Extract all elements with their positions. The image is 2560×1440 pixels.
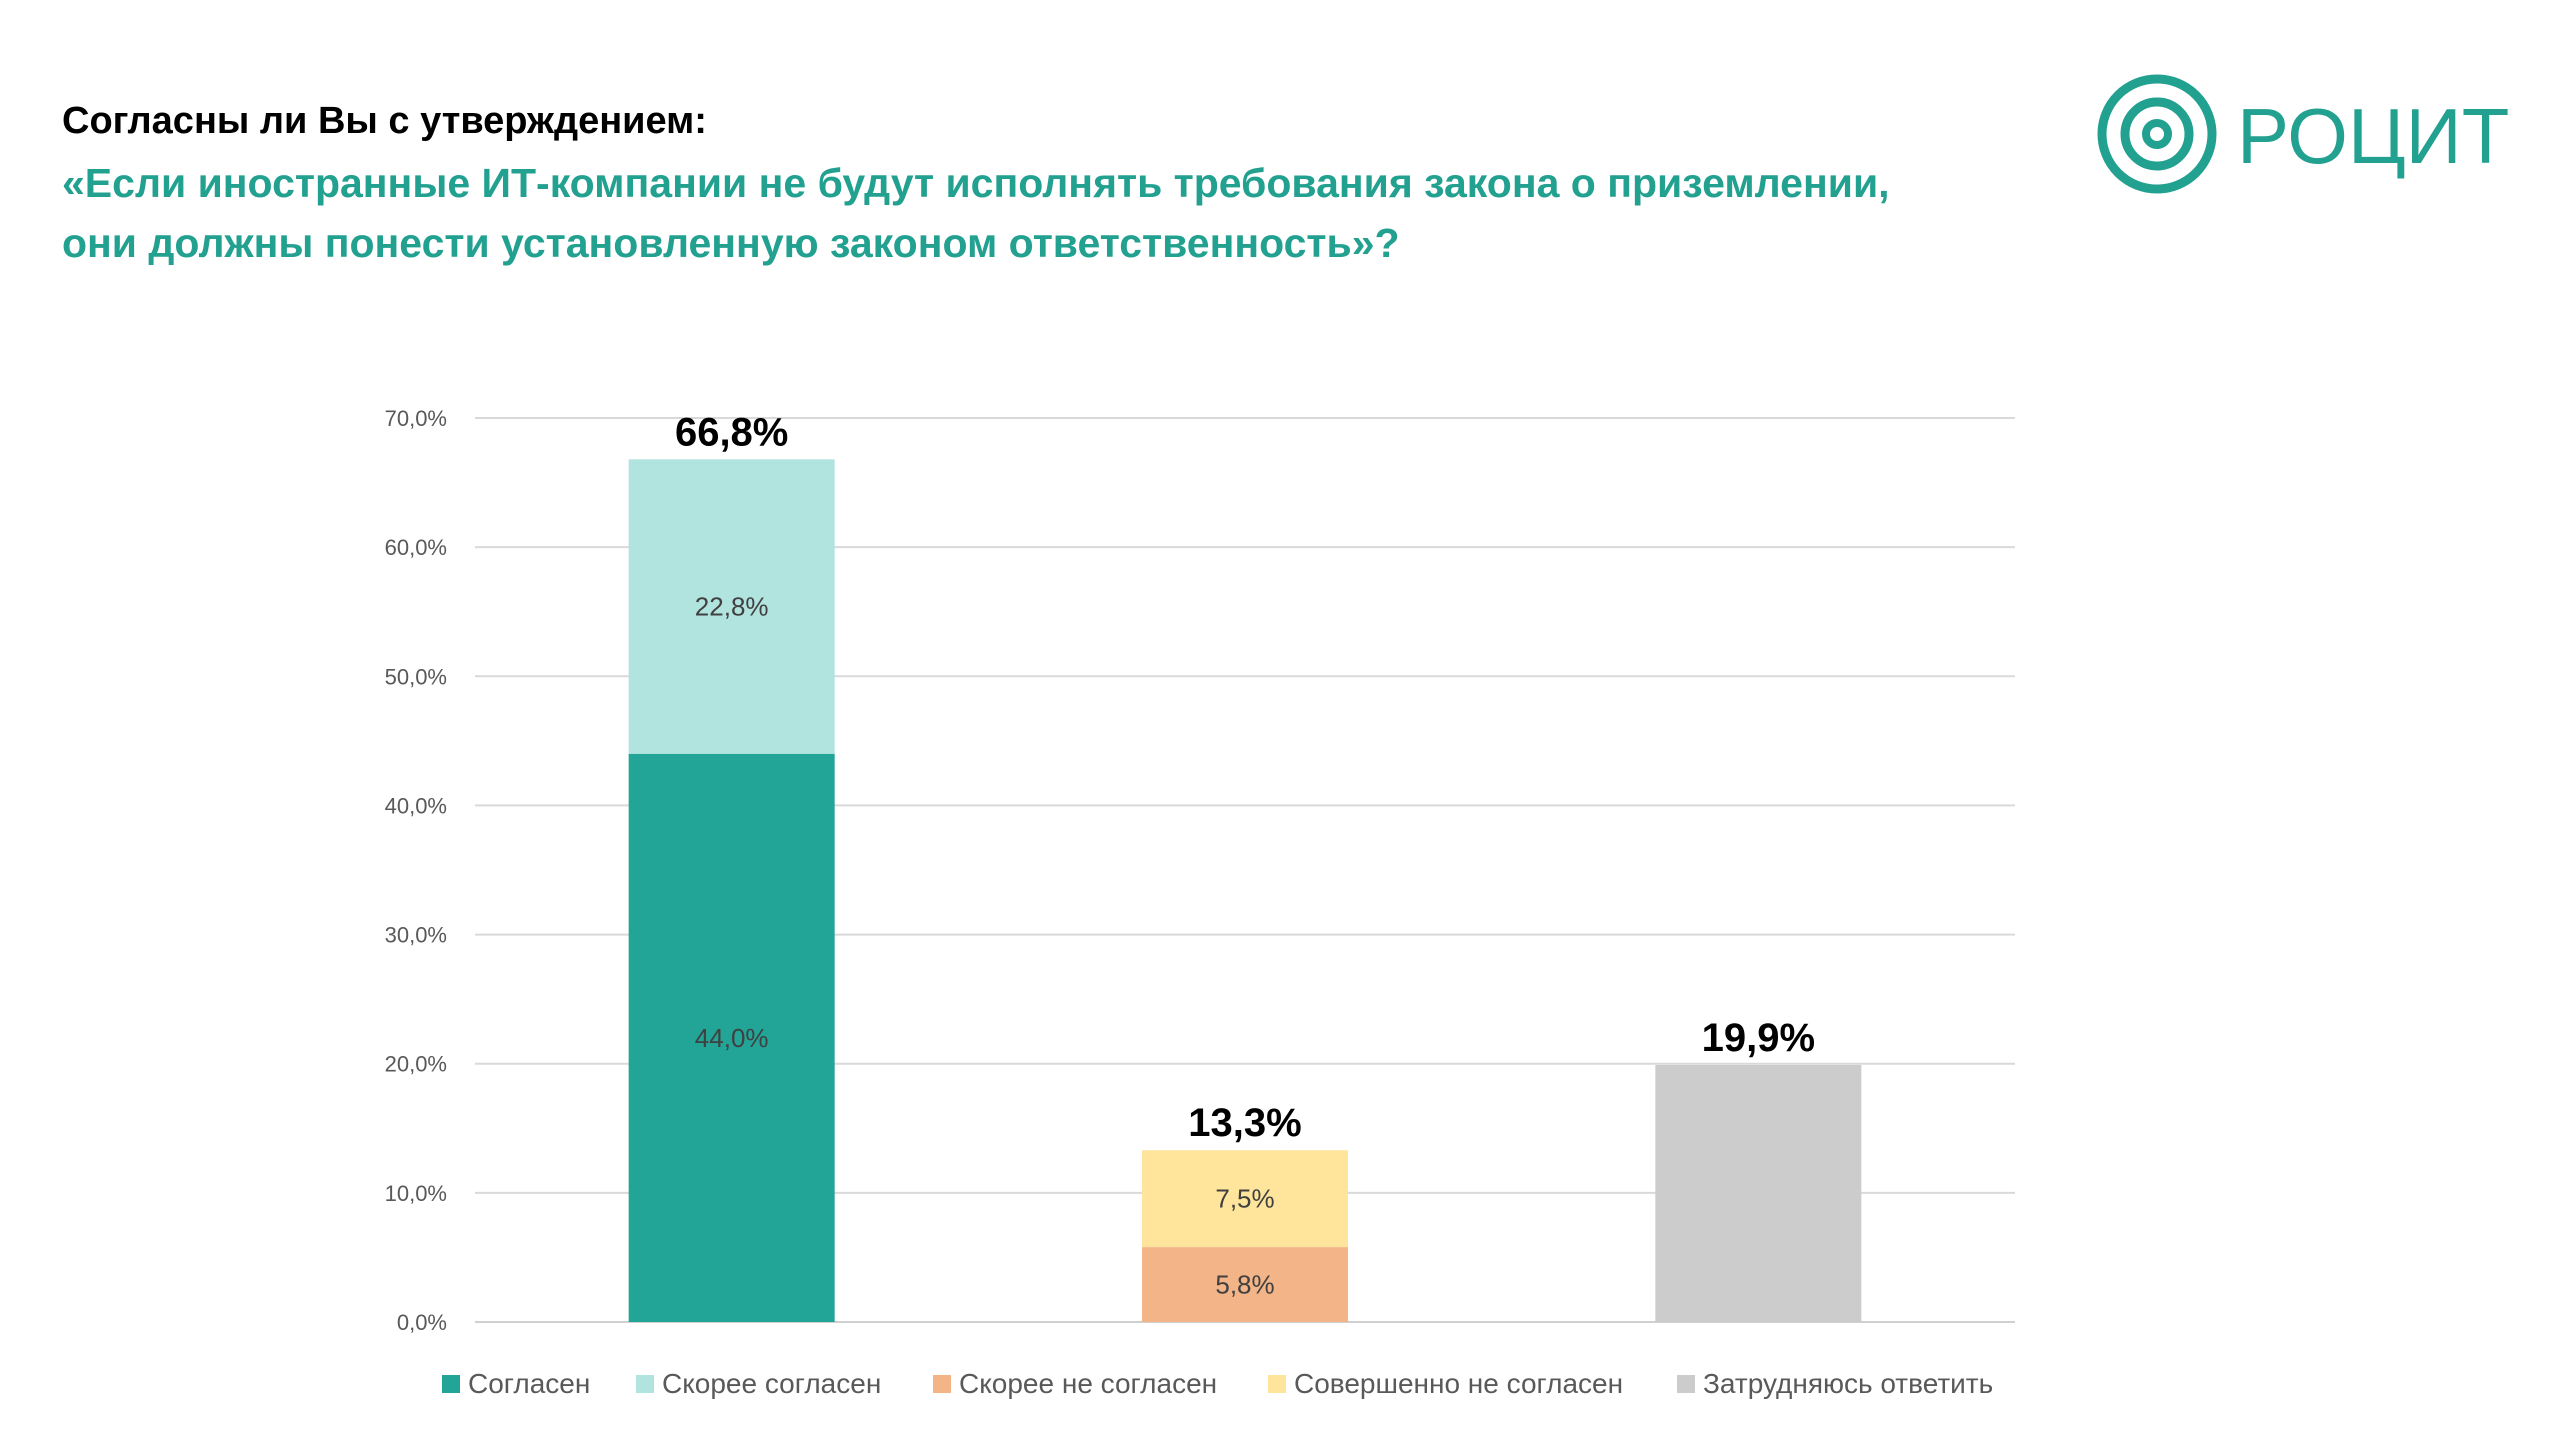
legend-swatch [442,1375,460,1393]
segment-value-label: 22,8% [695,592,769,622]
bar-segment [1142,1150,1348,1248]
segment-value-label: 7,5% [1215,1184,1274,1214]
concentric-circles-icon [2097,74,2217,194]
y-tick-label: 10,0% [385,1181,447,1206]
bar-segment [1142,1247,1348,1322]
y-tick-label: 50,0% [385,664,447,689]
y-tick-label: 70,0% [385,406,447,431]
y-tick-label: 60,0% [385,535,447,560]
rocit-logo: РОЦИТ [2097,74,2509,194]
y-tick-label: 0,0% [397,1310,447,1335]
legend-label: Скорее согласен [662,1368,881,1399]
legend-swatch [933,1375,951,1393]
segment-value-label: 5,8% [1215,1270,1274,1300]
logo-text: РОЦИТ [2237,92,2509,180]
y-tick-label: 40,0% [385,793,447,818]
legend-swatch [1677,1375,1695,1393]
quote-line-2: они должны понести установленную законом… [62,220,1400,266]
bar-total-label: 66,8% [675,410,788,454]
legend-label: Совершенно не согласен [1294,1368,1623,1399]
bar-segment [628,753,835,1322]
legend-label: Затрудняюсь ответить [1703,1368,1993,1399]
legend-label: Согласен [468,1368,590,1399]
legend-swatch [1268,1375,1286,1393]
bar-segment [628,459,835,754]
quote-line-1: «Если иностранные ИТ-компании не будут и… [62,160,1890,206]
y-tick-label: 20,0% [385,1052,447,1077]
segment-value-label: 44,0% [695,1023,769,1053]
bar-segment [1655,1065,1862,1322]
bar-total-label: 19,9% [1702,1016,1815,1060]
legend-label: Скорее не согласен [959,1368,1217,1399]
y-tick-label: 30,0% [385,923,447,948]
legend-swatch [636,1375,654,1393]
question-title: Согласны ли Вы с утверждением: [62,100,707,142]
bar-total-label: 13,3% [1188,1101,1301,1145]
